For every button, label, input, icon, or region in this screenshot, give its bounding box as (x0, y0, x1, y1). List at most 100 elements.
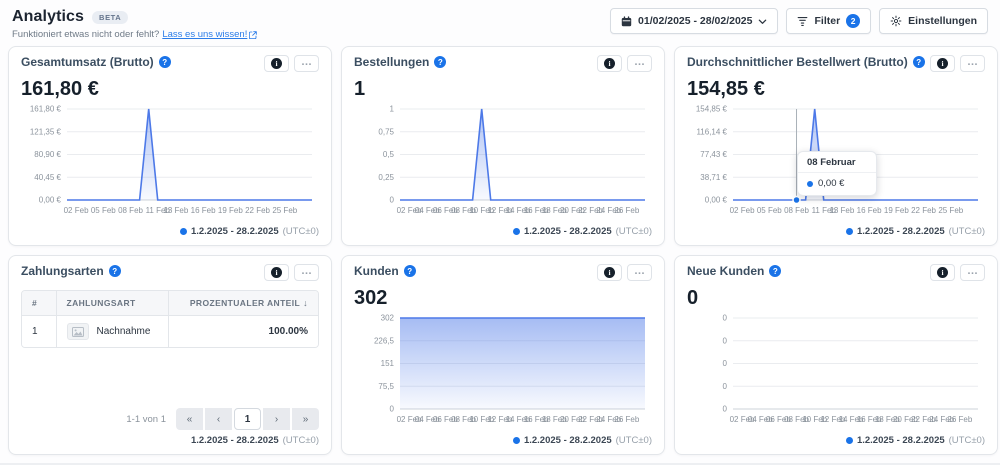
metric-value: 161,80 € (21, 78, 99, 100)
svg-text:38,71 €: 38,71 € (700, 173, 727, 182)
header-controls: 01/02/2025 - 28/02/2025 Filter 2 Einstel… (610, 8, 988, 34)
svg-text:08 Feb: 08 Feb (784, 415, 809, 424)
info-button[interactable]: i (264, 55, 289, 72)
svg-text:08 Feb: 08 Feb (784, 206, 809, 215)
svg-text:226,5: 226,5 (374, 336, 395, 345)
legend-dot-icon (512, 228, 520, 235)
feedback-subtitle: Funktioniert etwas nicht oder fehlt? Las… (12, 29, 258, 40)
new-customers-line-chart[interactable]: 0 0 0 0 0 02 Feb 04 Feb 06 Feb 08 Feb 10 Feb 12 Fe… (687, 310, 985, 430)
cards-grid: Gesamtumsatz (Brutto) ? i … 161,80 € 161… (0, 46, 1000, 463)
help-icon[interactable]: ? (769, 265, 782, 277)
payment-methods-table: # ZAHLUNGSART PROZENTUALER ANTEIL ↓ 1 (21, 290, 319, 348)
pagination-first-button[interactable]: « (176, 408, 203, 430)
context-menu-button[interactable]: … (627, 264, 652, 281)
table-row[interactable]: 1 Nachnahme 100.00% (22, 315, 318, 347)
context-menu-button[interactable]: … (294, 55, 319, 72)
chart-legend: 1.2.2025 - 28.2.2025 (UTC±0) (687, 435, 985, 446)
svg-text:22 Feb: 22 Feb (578, 415, 603, 424)
svg-text:20 Feb: 20 Feb (560, 415, 585, 424)
subtitle-text: Funktioniert etwas nicht oder fehlt? (12, 29, 160, 40)
svg-text:20 Feb: 20 Feb (560, 206, 585, 215)
metric-value: 154,85 € (687, 78, 765, 100)
svg-text:0: 0 (390, 405, 395, 414)
svg-text:06 Feb: 06 Feb (433, 206, 458, 215)
svg-text:18 Feb: 18 Feb (875, 415, 900, 424)
external-link-icon (249, 30, 258, 39)
tooltip-value: 0,00 € (818, 178, 845, 189)
help-icon[interactable]: ? (403, 265, 416, 277)
svg-text:18 Feb: 18 Feb (542, 206, 567, 215)
svg-text:11 Feb: 11 Feb (146, 206, 171, 215)
svg-text:22 Feb: 22 Feb (911, 415, 936, 424)
svg-text:0: 0 (390, 196, 395, 205)
payment-method-share: 100.00% (168, 315, 318, 347)
context-menu-button[interactable]: … (294, 264, 319, 281)
help-icon[interactable]: ? (108, 265, 121, 277)
svg-text:22 Feb: 22 Feb (578, 206, 603, 215)
date-range-button[interactable]: 01/02/2025 - 28/02/2025 (610, 8, 779, 34)
help-icon[interactable]: ? (912, 56, 925, 68)
svg-text:04 Feb: 04 Feb (415, 415, 440, 424)
svg-text:151: 151 (381, 359, 395, 368)
svg-text:04 Feb: 04 Feb (748, 415, 773, 424)
card-bestellungen: Bestellungen ? i … 1 1 0,75 0,5 0,25 0 02 Feb… (341, 46, 665, 246)
svg-text:16 Feb: 16 Feb (857, 415, 882, 424)
avg-order-value-line-chart[interactable]: 154,85 €116,14 €77,43 €38,71 €0,00 €02 F… (687, 101, 985, 221)
metric-value: 302 (354, 287, 388, 309)
svg-text:10 Feb: 10 Feb (469, 415, 494, 424)
info-button[interactable]: i (930, 55, 955, 72)
column-header-zahlungsart[interactable]: ZAHLUNGSART (56, 291, 170, 316)
customers-area-chart[interactable]: 302 226,5 151 75,5 0 02 Feb 04 Feb 06 Feb 08 Feb… (354, 310, 652, 430)
svg-text:16 Feb: 16 Feb (524, 415, 549, 424)
help-icon[interactable]: ? (158, 56, 171, 68)
svg-text:25 Feb: 25 Feb (938, 206, 963, 215)
svg-text:02 Feb: 02 Feb (64, 206, 89, 215)
svg-text:80,90 €: 80,90 € (34, 150, 61, 159)
svg-text:04 Feb: 04 Feb (415, 206, 440, 215)
context-menu-button[interactable]: … (627, 55, 652, 72)
pagination-page-1-button[interactable]: 1 (234, 408, 261, 430)
pagination-next-button[interactable]: › (263, 408, 290, 430)
context-menu-button[interactable]: … (960, 264, 985, 281)
svg-text:0: 0 (723, 382, 728, 391)
card-durchschnittlicher-bestellwert: Durchschnittlicher Bestellwert (Brutto) … (674, 46, 998, 246)
svg-text:0,75: 0,75 (378, 127, 394, 136)
help-icon[interactable]: ? (434, 56, 447, 68)
pagination-prev-button[interactable]: ‹ (205, 408, 232, 430)
info-button[interactable]: i (597, 55, 622, 72)
metric-value: 0 (687, 287, 699, 309)
card-neue-kunden: Neue Kunden ? i … 0 0 0 0 0 0 02 Feb 04 Feb 06 … (674, 255, 998, 455)
svg-text:19 Feb: 19 Feb (218, 206, 243, 215)
svg-text:14 Feb: 14 Feb (506, 415, 531, 424)
info-button[interactable]: i (597, 264, 622, 281)
sort-desc-icon: ↓ (303, 298, 308, 308)
svg-text:19 Feb: 19 Feb (884, 206, 909, 215)
pagination-range-label: 1-1 von 1 (126, 413, 166, 425)
column-header-prozentualer-anteil[interactable]: PROZENTUALER ANTEIL ↓ (168, 291, 318, 316)
header-left: Analytics BETA Funktioniert etwas nicht … (12, 8, 258, 40)
svg-text:08 Feb: 08 Feb (451, 206, 476, 215)
svg-text:18 Feb: 18 Feb (542, 415, 567, 424)
revenue-line-chart[interactable]: 161,80 € 121,35 € 80,90 € 40,45 € 0,00 €02 F… (21, 101, 319, 221)
svg-text:24 Feb: 24 Feb (929, 415, 954, 424)
svg-text:11 Feb: 11 Feb (812, 206, 837, 215)
info-icon: i (937, 267, 948, 278)
feedback-link[interactable]: Lass es uns wissen! (162, 29, 258, 40)
chart-legend: 1.2.2025 - 28.2.2025 (UTC±0) (21, 226, 319, 237)
svg-text:161,80 €: 161,80 € (30, 105, 62, 114)
svg-text:0: 0 (723, 336, 728, 345)
info-button[interactable]: i (264, 264, 289, 281)
card-date-range-label: 1.2.2025 - 28.2.2025 (UTC±0) (190, 435, 319, 446)
orders-line-chart[interactable]: 1 0,75 0,5 0,25 0 02 Feb 04 Feb 06 Feb 08 Feb 10 … (354, 101, 652, 221)
info-icon: i (604, 58, 615, 69)
settings-button[interactable]: Einstellungen (879, 8, 988, 34)
info-button[interactable]: i (930, 264, 955, 281)
filter-button[interactable]: Filter 2 (786, 8, 872, 34)
svg-text:05 Feb: 05 Feb (91, 206, 116, 215)
svg-text:13 Feb: 13 Feb (829, 206, 854, 215)
context-menu-button[interactable]: … (960, 55, 985, 72)
card-title: Zahlungsarten (21, 264, 104, 278)
info-icon: i (271, 267, 282, 278)
pagination-last-button[interactable]: » (292, 408, 319, 430)
